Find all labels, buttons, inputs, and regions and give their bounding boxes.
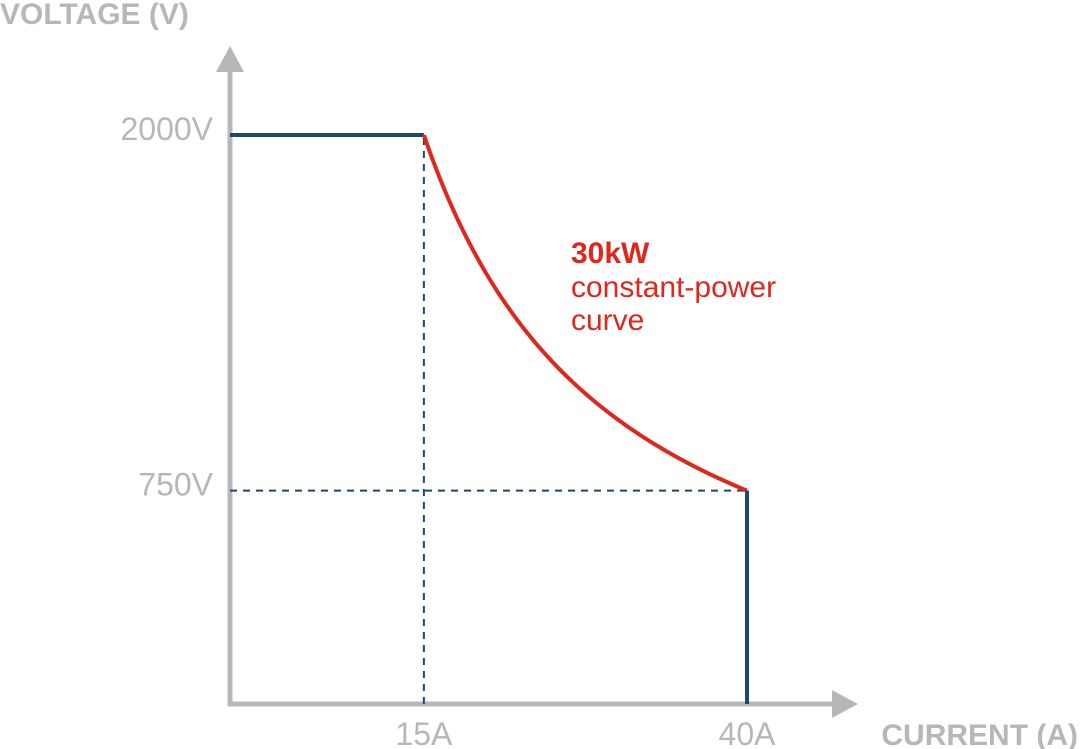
y-tick-label: 2000V [120, 111, 213, 147]
x-tick-label: 15A [395, 716, 453, 749]
x-tick-labels: 15A 40A [395, 716, 776, 749]
x-axis-arrowhead [832, 690, 858, 718]
y-axis-arrowhead [216, 46, 244, 72]
annotation-line-1: constant-power [571, 271, 776, 304]
series-layer [230, 133, 749, 704]
x-tick-label: 40A [719, 716, 777, 749]
y-tick-labels: 750V 2000V [120, 111, 213, 503]
axes [216, 46, 858, 718]
annotation-power-label: 30kW [571, 237, 650, 270]
annotation-line-2: curve [571, 304, 644, 337]
y-tick-label: 750V [138, 467, 213, 503]
x-axis-title: CURRENT (A) [881, 719, 1078, 749]
y-axis-title: VOLTAGE (V) [0, 0, 189, 31]
constant-power-curve [421, 134, 748, 493]
reference-lines [230, 135, 747, 704]
curve-annotation: 30kW constant-power curve [571, 237, 781, 337]
